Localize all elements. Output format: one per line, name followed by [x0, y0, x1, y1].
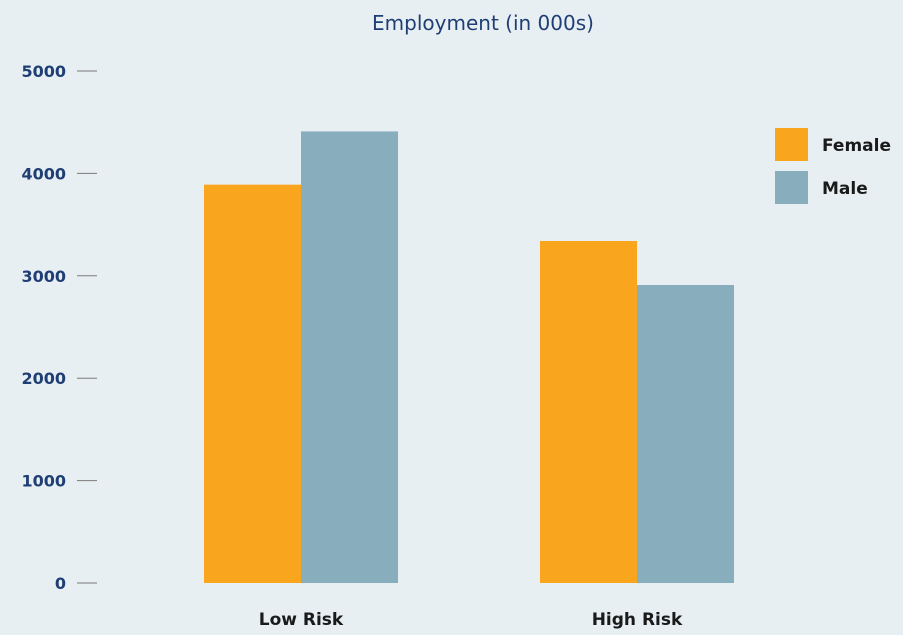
legend-label-female: Female [822, 136, 891, 156]
bar-female-high-risk [540, 240, 637, 583]
x-axis: Low Risk High Risk [259, 610, 683, 630]
legend: Female Male [775, 128, 891, 204]
y-tick-label: 0 [55, 574, 66, 593]
x-tick-label: Low Risk [259, 610, 344, 630]
y-tick-label: 3000 [21, 267, 66, 286]
y-tick-label: 4000 [21, 164, 66, 183]
y-tick-label: 2000 [21, 369, 66, 388]
legend-swatch-male [775, 171, 808, 204]
legend-swatch-female [775, 128, 808, 161]
y-tick-label: 5000 [21, 62, 66, 81]
legend-label-male: Male [822, 179, 868, 199]
bars [204, 131, 734, 583]
y-tick-label: 1000 [21, 472, 66, 491]
bar-male-low-risk [301, 131, 398, 583]
bar-male-high-risk [637, 285, 734, 583]
chart-title: Employment (in 000s) [372, 11, 594, 35]
x-tick-label: High Risk [592, 610, 683, 630]
y-axis: 0 1000 2000 3000 4000 5000 [21, 62, 97, 593]
bar-female-low-risk [204, 184, 301, 583]
